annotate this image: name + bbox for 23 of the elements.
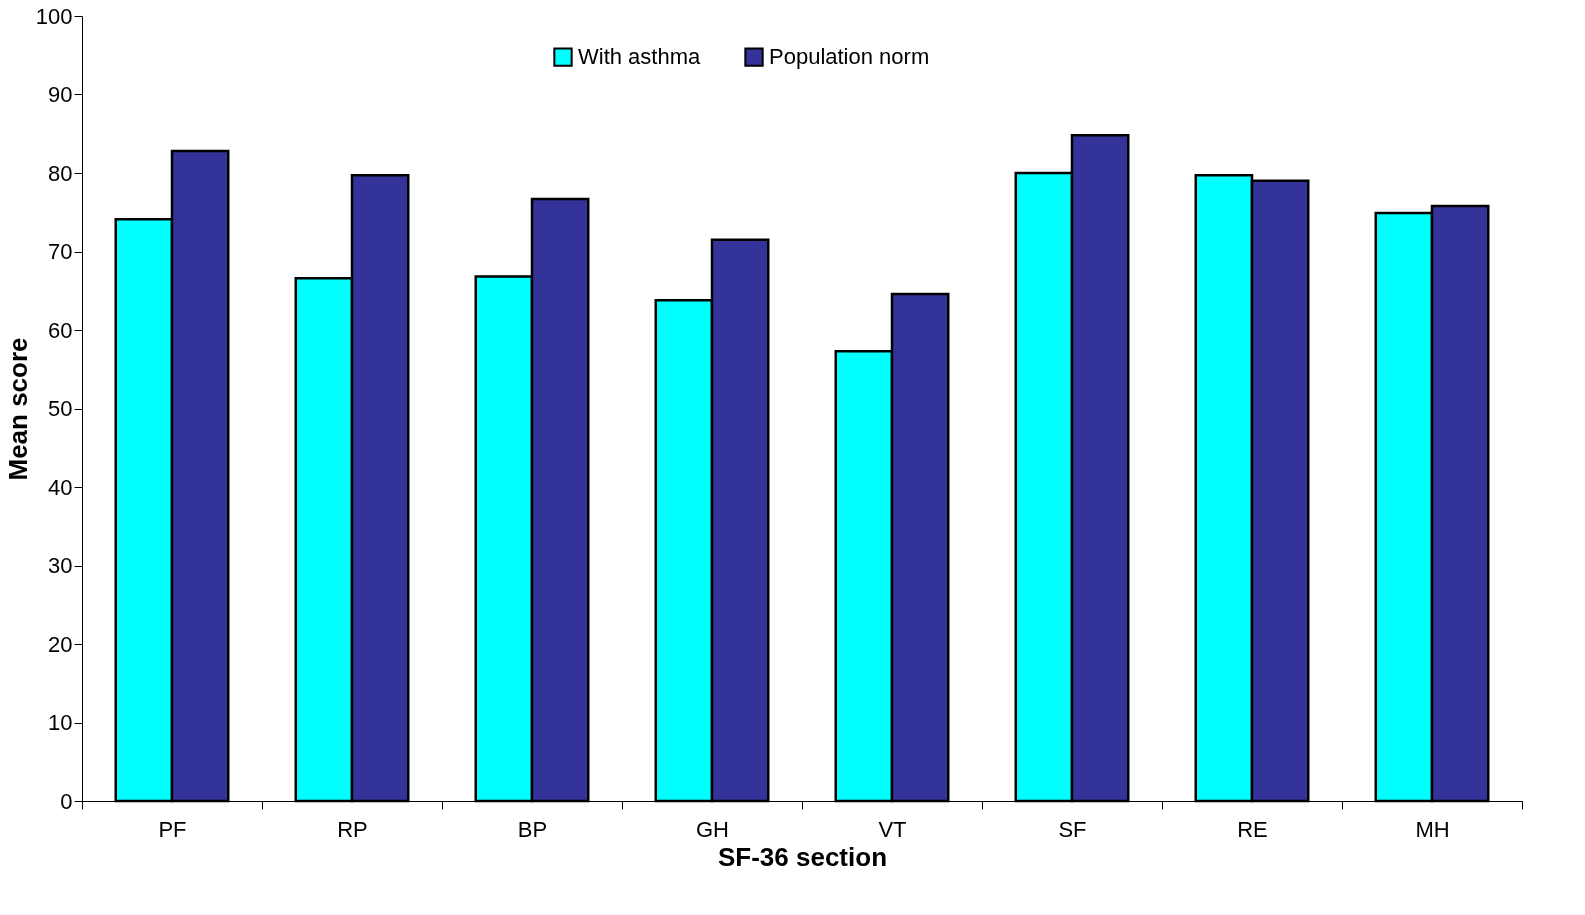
x-tick-label: BP [517, 816, 548, 842]
x-tick-label: VT [878, 816, 907, 842]
x-tick-label: RE [1237, 816, 1268, 842]
y-tick-label: 90 [48, 82, 73, 107]
legend-label: With asthma [578, 44, 702, 70]
y-tick-label: 30 [48, 553, 73, 578]
y-tick-label: 0 [60, 788, 73, 814]
x-tick-label: PF [158, 816, 187, 842]
y-tick-label: 20 [48, 631, 73, 657]
y-tick-label: 60 [48, 317, 73, 343]
y-tick-label: 10 [48, 710, 73, 735]
legend-label: Population norm [769, 44, 930, 70]
y-tick-label: 70 [48, 239, 73, 264]
y-tick-label: 40 [48, 474, 73, 500]
x-tick-label: MH [1415, 816, 1450, 842]
x-tick-label: RP [337, 816, 368, 842]
x-axis-title: SF-36 section [717, 841, 888, 872]
y-tick-label: 80 [48, 160, 73, 186]
x-tick-label: SF [1058, 816, 1087, 842]
x-tick-label: GH [696, 816, 729, 842]
y-axis-title: Mean score [2, 337, 33, 481]
y-tick-label: 100 [35, 3, 73, 29]
y-tick-label: 50 [48, 396, 73, 421]
